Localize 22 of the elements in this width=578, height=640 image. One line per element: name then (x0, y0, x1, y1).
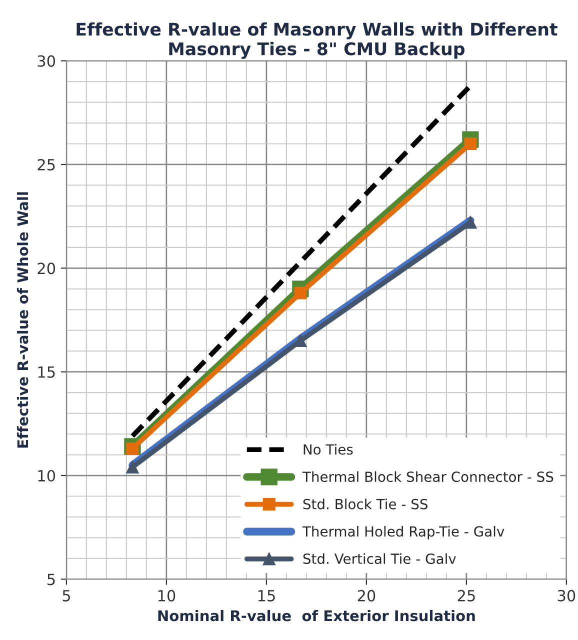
legend-label: Std. Block Tie - SS (303, 498, 428, 510)
y-tick-label: 15 (38, 366, 55, 378)
x-tick-label: 5 (62, 590, 70, 602)
point (126, 460, 139, 474)
x-tick-label: 20 (358, 590, 376, 602)
legend-label: Thermal Block Shear Connector - SS (302, 471, 554, 482)
legend-label: Thermal Holed Rap-Tie - Galv (302, 526, 504, 540)
y-tick-label: 5 (48, 574, 55, 586)
y-axis-title: Effective R-value of Whole Wall (16, 192, 28, 448)
x-tick-label: 25 (458, 590, 475, 602)
y-tick-label: 25 (38, 158, 55, 170)
x-tick-label: 15 (258, 590, 275, 602)
x-tick-label: 10 (158, 590, 176, 602)
y-tick-label: 20 (38, 262, 56, 274)
legend-label: Std. Vertical Tie - Galv (303, 553, 456, 564)
x-axis-title: Nominal R-value of Exterior Insulation (158, 610, 475, 622)
y-tick-label: 10 (38, 470, 56, 482)
chart-title: Effective R-value of Masonry Walls with Different Masonry Ties - 8" CMU Backup (76, 22, 558, 59)
legend-label: No Ties (304, 444, 353, 455)
y-tick-label: 30 (38, 55, 56, 67)
x-tick-label: 30 (558, 590, 576, 602)
point (464, 216, 477, 229)
